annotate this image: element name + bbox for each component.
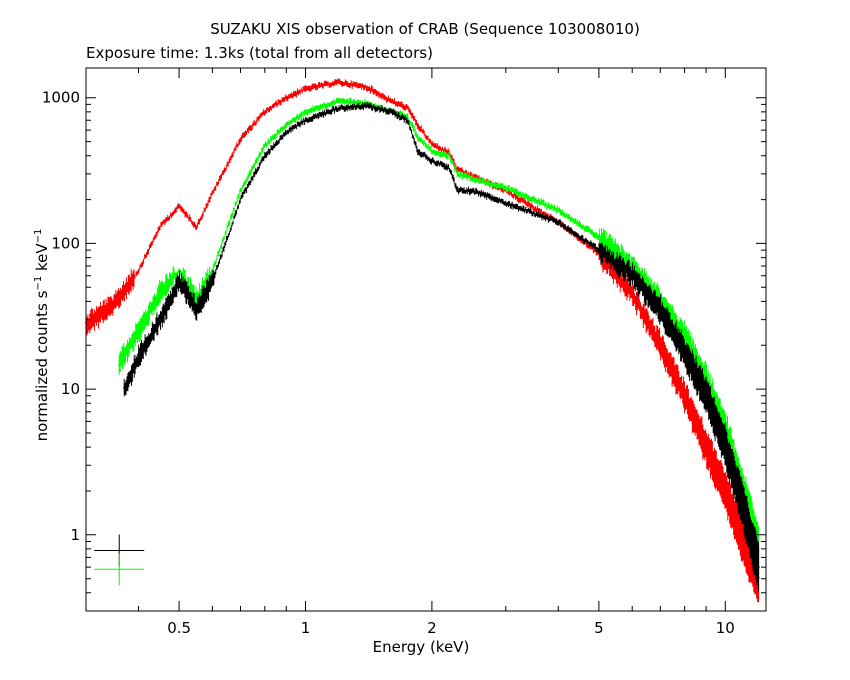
series-0 [84,78,760,603]
y-tick-label: 10 [61,380,80,398]
x-axis-label: Energy (keV) [372,638,470,656]
plot-frame [85,67,767,612]
chart-title: SUZAKU XIS observation of CRAB (Sequence… [210,20,640,38]
series-1 [118,97,760,574]
y-tick-label: 1000 [42,89,80,107]
y-axis-label: normalized counts s−1 keV−1 [33,228,51,442]
x-tick-label: 1 [301,619,311,637]
tick-marks [85,68,766,612]
x-tick-label: 5 [594,619,604,637]
series-2-error-bars [123,101,760,593]
y-tick-label: 100 [51,234,80,252]
tick-layer: 0.5 1 2 5 10 1 10 100 1000 [42,68,766,637]
legend-layer [94,534,145,586]
chart-subtitle: Exposure time: 1.3ks (total from all det… [86,44,433,62]
series-1-error-bars [118,97,760,574]
series-0-error-bars [84,78,760,603]
y-tick-label: 1 [70,526,80,544]
x-tick-label: 2 [427,619,437,637]
series-layer [84,78,760,603]
legend-cross [94,553,145,586]
x-tick-label: 0.5 [167,619,191,637]
x-tick-label: 10 [716,619,735,637]
series-2 [123,101,760,593]
